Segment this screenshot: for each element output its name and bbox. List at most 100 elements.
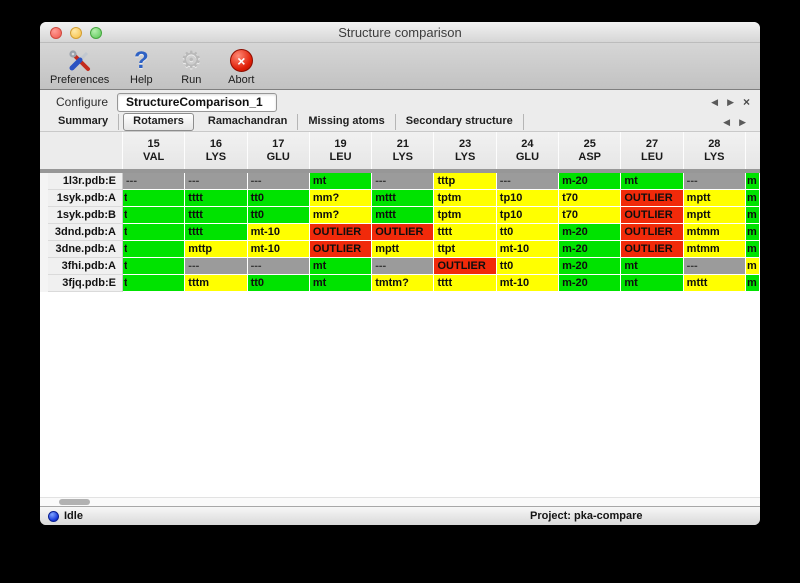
preferences-button[interactable]: Preferences xyxy=(50,47,109,87)
rotamer-cell[interactable]: tp10 xyxy=(496,207,560,224)
column-header-16-lys[interactable]: 16 LYS xyxy=(185,132,248,169)
rotamer-cell-partial[interactable]: m xyxy=(745,207,760,224)
rotamer-cell[interactable]: mt-10 xyxy=(496,275,560,292)
rotamer-cell[interactable]: --- xyxy=(372,258,435,275)
rotamer-cell[interactable]: --- xyxy=(683,258,746,275)
scrollbar-thumb[interactable] xyxy=(59,499,90,505)
rotamer-cell[interactable]: m-20 xyxy=(559,258,622,275)
rotamer-cell[interactable]: OUTLIER xyxy=(621,207,684,224)
rotamer-cell[interactable]: --- xyxy=(247,173,310,190)
rotamer-cell[interactable]: mt xyxy=(621,258,684,275)
rotamer-cell[interactable]: tttp xyxy=(434,173,497,190)
rotamer-cell[interactable]: tt0 xyxy=(247,207,310,224)
rotamer-cell[interactable]: tptm xyxy=(434,190,497,207)
rotamer-cell-partial[interactable]: m xyxy=(745,173,760,190)
rotamer-cell-partial[interactable]: m xyxy=(745,258,760,275)
rotamer-cell-partial[interactable]: m xyxy=(745,241,760,258)
minimize-window-icon[interactable] xyxy=(70,27,82,39)
rotamer-cell[interactable]: tttt xyxy=(185,190,248,207)
nav-forward-icon[interactable]: ▶ xyxy=(727,97,734,107)
tab-ramachandran[interactable]: Ramachandran xyxy=(198,113,299,130)
rotamer-cell[interactable]: mt xyxy=(309,173,373,190)
rotamer-cell[interactable]: mt xyxy=(621,173,684,190)
rotamer-cell[interactable]: t70 xyxy=(559,190,622,207)
rotamer-cell[interactable]: --- xyxy=(185,173,248,190)
rotamer-cell[interactable]: mptt xyxy=(683,207,746,224)
rotamer-cell[interactable]: mt-10 xyxy=(247,224,310,241)
help-button[interactable]: ? Help xyxy=(123,47,159,87)
rotamer-cell[interactable]: mt-10 xyxy=(247,241,310,258)
rotamer-cell[interactable]: t xyxy=(123,241,186,258)
rotamer-cell[interactable]: tmtm? xyxy=(372,275,435,292)
rotamer-cell[interactable]: mptt xyxy=(683,190,746,207)
rotamer-cell[interactable]: OUTLIER xyxy=(309,224,373,241)
rotamer-cell[interactable]: tttt xyxy=(434,275,497,292)
rotamer-cell[interactable]: mt xyxy=(621,275,684,292)
tab-missing-atoms[interactable]: Missing atoms xyxy=(298,113,396,130)
rotamer-cell[interactable]: tttt xyxy=(185,207,248,224)
column-header-23-lys[interactable]: 23 LYS xyxy=(434,132,497,169)
rotamer-cell-partial[interactable]: m xyxy=(745,190,760,207)
rotamer-cell[interactable]: mt xyxy=(309,258,373,275)
row-label[interactable]: 3dne.pdb:A xyxy=(48,241,123,258)
row-label[interactable]: 1syk.pdb:A xyxy=(48,190,123,207)
row-label[interactable]: 3fhi.pdb:A xyxy=(48,258,123,275)
rotamer-cell[interactable]: tttm xyxy=(185,275,248,292)
rotamer-cell[interactable]: tt0 xyxy=(496,258,560,275)
rotamer-cell[interactable]: t xyxy=(123,190,186,207)
rotamer-cell[interactable]: tp10 xyxy=(496,190,560,207)
rotamer-cell[interactable]: m-20 xyxy=(559,275,622,292)
rotamer-cell[interactable]: m-20 xyxy=(559,173,622,190)
rotamer-cell[interactable]: OUTLIER xyxy=(434,258,497,275)
rotamer-cell[interactable]: mtmm xyxy=(683,241,746,258)
rotamer-cell[interactable]: tt0 xyxy=(247,275,310,292)
column-header-21-lys[interactable]: 21 LYS xyxy=(372,132,435,169)
rotamer-cell-partial[interactable]: m xyxy=(745,224,760,241)
rotamer-cell[interactable]: mtmm xyxy=(683,224,746,241)
rotamer-cell[interactable]: OUTLIER xyxy=(621,241,684,258)
tab-scroll-left-icon[interactable]: ◀ xyxy=(723,116,731,127)
rotamer-cell[interactable]: tptm xyxy=(434,207,497,224)
horizontal-scrollbar[interactable] xyxy=(40,497,760,506)
rotamer-cell[interactable]: OUTLIER xyxy=(621,224,684,241)
tab-rotamers[interactable]: Rotamers xyxy=(123,112,194,131)
rotamer-cell[interactable]: t70 xyxy=(559,207,622,224)
nav-back-icon[interactable]: ◀ xyxy=(711,97,719,107)
rotamer-cell[interactable]: m-20 xyxy=(559,224,622,241)
column-header-15-val[interactable]: 15 VAL xyxy=(123,132,186,169)
rotamer-cell[interactable]: --- xyxy=(185,258,248,275)
rotamer-cell[interactable]: mt xyxy=(309,275,373,292)
rotamer-cell[interactable]: --- xyxy=(683,173,746,190)
column-header-27-leu[interactable]: 27 LEU xyxy=(621,132,684,169)
rotamer-cell[interactable]: t xyxy=(123,275,186,292)
title-bar[interactable]: Structure comparison xyxy=(40,22,760,43)
row-label[interactable]: 1l3r.pdb:E xyxy=(48,173,123,190)
zoom-window-icon[interactable] xyxy=(90,27,102,39)
rotamer-cell[interactable]: --- xyxy=(247,258,310,275)
rotamer-cell[interactable]: mptt xyxy=(372,241,435,258)
column-header-28-lys[interactable]: 28 LYS xyxy=(683,132,746,169)
rotamer-cell-partial[interactable]: m xyxy=(745,275,760,292)
rotamer-cell[interactable]: OUTLIER xyxy=(309,241,373,258)
rotamer-cell[interactable]: mttt xyxy=(683,275,746,292)
configure-name-field[interactable]: StructureComparison_1 xyxy=(117,92,278,112)
rotamer-cell[interactable]: tt0 xyxy=(247,190,310,207)
column-header-25-asp[interactable]: 25 ASP xyxy=(559,132,622,169)
column-header-17-glu[interactable]: 17 GLU xyxy=(247,132,310,169)
row-label[interactable]: 3fjq.pdb:E xyxy=(48,275,123,292)
rotamer-cell[interactable]: ttpt xyxy=(434,241,497,258)
rotamer-cell[interactable]: mttt xyxy=(372,207,435,224)
rotamer-cell[interactable]: mt-10 xyxy=(496,241,560,258)
rotamer-cell[interactable]: t xyxy=(123,258,186,275)
close-window-icon[interactable] xyxy=(50,27,62,39)
rotamer-cell[interactable]: tttt xyxy=(185,224,248,241)
row-label[interactable]: 1syk.pdb:B xyxy=(48,207,123,224)
row-label[interactable]: 3dnd.pdb:A xyxy=(48,224,123,241)
close-config-icon[interactable]: × xyxy=(742,95,750,109)
rotamer-cell[interactable]: m-20 xyxy=(559,241,622,258)
rotamer-cell[interactable]: t xyxy=(123,224,186,241)
rotamer-cell[interactable]: mttp xyxy=(185,241,248,258)
column-header-24-glu[interactable]: 24 GLU xyxy=(496,132,560,169)
rotamer-cell[interactable]: t xyxy=(123,207,186,224)
run-button[interactable]: ⚙ Run xyxy=(173,47,209,87)
